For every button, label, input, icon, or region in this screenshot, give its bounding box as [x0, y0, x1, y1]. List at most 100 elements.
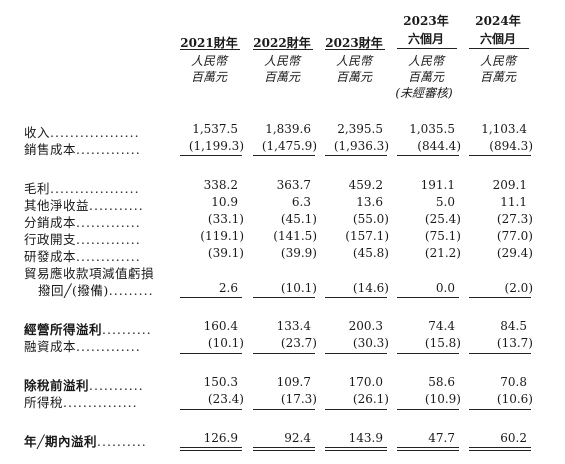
col-header-note: (未經審核) [395, 86, 453, 100]
cell-value: 109.7 [276, 375, 311, 389]
col-header-unit: 人民幣 [263, 54, 300, 68]
subtotal-rule [325, 155, 387, 156]
cell-value: (119.1) [200, 229, 244, 243]
col-header-year: 2023財年 [325, 36, 383, 50]
cell-value: 13.6 [356, 195, 383, 209]
subtotal-rule [469, 409, 531, 410]
header-underline [253, 49, 313, 50]
cell-value: (23.7) [280, 336, 317, 350]
row-label-impairment-reversal: 撥回╱(撥備)......... [38, 283, 154, 298]
cell-value: 6.3 [291, 195, 311, 209]
cell-value: 2,395.5 [337, 122, 383, 136]
cell-value: 74.4 [428, 319, 455, 333]
cell-value: (141.5) [273, 229, 317, 243]
row-label-other-net-income: 其他淨收益........... [24, 198, 144, 213]
cell-value: 47.7 [428, 431, 455, 445]
cell-value: 150.3 [203, 375, 238, 389]
cell-value: (1,199.3) [188, 139, 244, 153]
cell-value: (45.1) [280, 212, 317, 226]
cell-value: (10.1) [280, 281, 317, 295]
col-header-year: 2021財年 [180, 36, 238, 50]
cell-value: 1,035.5 [409, 122, 455, 136]
col-header-unit: 人民幣 [479, 54, 516, 68]
cell-value: (39.9) [280, 246, 317, 260]
row-label-profit-for-period: 年╱期內溢利.......... [24, 434, 147, 449]
total-rule [469, 447, 531, 448]
subtotal-rule [253, 409, 315, 410]
cell-value: 11.1 [500, 195, 527, 209]
header-underline [469, 48, 529, 49]
cell-value: 363.7 [276, 178, 311, 192]
col-header-unit: 百萬元 [190, 70, 227, 84]
cell-value: (39.1) [207, 246, 244, 260]
col-header-unit: 人民幣 [190, 54, 227, 68]
subtotal-rule [180, 353, 242, 354]
subtotal-rule [469, 353, 531, 354]
col-header-unit: 百萬元 [335, 70, 372, 84]
cell-value: (13.7) [496, 336, 533, 350]
cell-value: 126.9 [203, 431, 238, 445]
subtotal-rule [180, 297, 242, 298]
row-label-gross-profit: 毛利.................. [24, 181, 140, 196]
subtotal-rule [397, 297, 459, 298]
total-rule [253, 447, 315, 448]
col-header-unit: 百萬元 [479, 70, 516, 84]
subtotal-rule [469, 155, 531, 156]
cell-value: (77.0) [496, 229, 533, 243]
col-header-unit: 百萬元 [407, 70, 444, 84]
cell-value: 200.3 [348, 319, 383, 333]
subtotal-rule [253, 155, 315, 156]
col-header-year: 2022財年 [253, 36, 311, 50]
cell-value: 2.6 [218, 281, 238, 295]
total-rule [180, 450, 242, 451]
row-label-income-tax: 所得稅............... [24, 395, 138, 410]
header-underline [325, 49, 385, 50]
header-underline [397, 48, 457, 49]
cell-value: (25.4) [424, 212, 461, 226]
cell-value: (21.2) [424, 246, 461, 260]
cell-value: 209.1 [492, 178, 527, 192]
cell-value: 338.2 [203, 178, 238, 192]
subtotal-rule [253, 297, 315, 298]
subtotal-rule [180, 409, 242, 410]
total-rule [325, 450, 387, 451]
cell-value: 170.0 [348, 375, 383, 389]
cell-value: 1,537.5 [192, 122, 238, 136]
cell-value: (30.3) [352, 336, 389, 350]
cell-value: (55.0) [352, 212, 389, 226]
cell-value: (14.6) [352, 281, 389, 295]
total-rule [325, 447, 387, 448]
cell-value: 58.6 [428, 375, 455, 389]
cell-value: (10.1) [207, 336, 244, 350]
cell-value: 84.5 [500, 319, 527, 333]
cell-value: 133.4 [276, 319, 311, 333]
row-label-impairment: 貿易應收款項減值虧損 [24, 266, 155, 281]
subtotal-rule [397, 409, 459, 410]
total-rule [253, 450, 315, 451]
subtotal-rule [397, 353, 459, 354]
subtotal-rule [325, 353, 387, 354]
cell-value: (75.1) [424, 229, 461, 243]
col-header-unit: 百萬元 [263, 70, 300, 84]
cell-value: 10.9 [211, 195, 238, 209]
cell-value: 1,839.6 [265, 122, 311, 136]
header-underline [180, 49, 240, 50]
cell-value: (23.4) [207, 392, 244, 406]
cell-value: (894.3) [489, 139, 533, 153]
col-header-period: 六個月 [479, 32, 516, 46]
total-rule [397, 447, 459, 448]
cell-value: (45.8) [352, 246, 389, 260]
subtotal-rule [180, 155, 242, 156]
row-label-operating-profit: 經營所得溢利.......... [24, 322, 152, 337]
cell-value: 70.8 [500, 375, 527, 389]
subtotal-rule [253, 353, 315, 354]
row-label-revenue: 收入.................. [24, 125, 140, 140]
cell-value: (10.6) [496, 392, 533, 406]
cell-value: (26.1) [352, 392, 389, 406]
row-label-cost-of-sales: 銷售成本............. [24, 142, 141, 157]
cell-value: 143.9 [348, 431, 383, 445]
cell-value: (1,936.3) [333, 139, 389, 153]
cell-value: (15.8) [424, 336, 461, 350]
col-header-period: 六個月 [407, 32, 444, 46]
total-rule [397, 450, 459, 451]
